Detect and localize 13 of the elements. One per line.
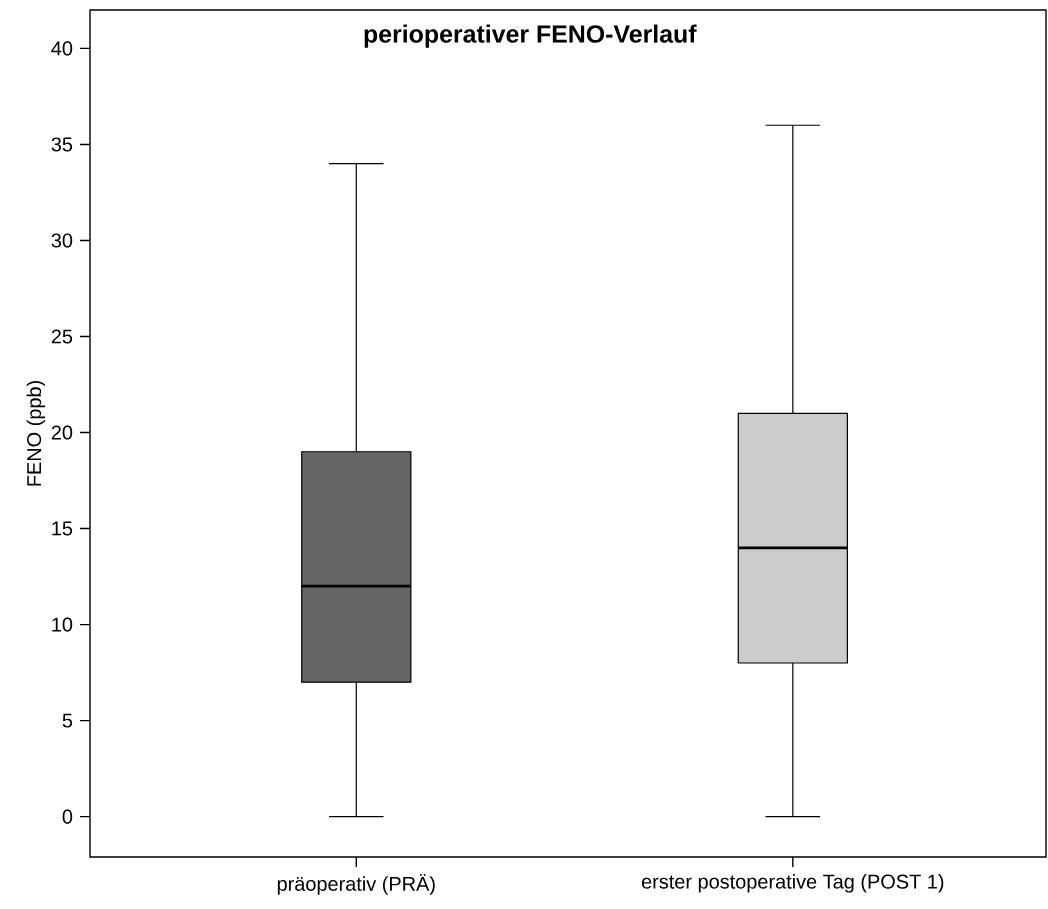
y-tick-label: 0: [62, 809, 73, 824]
y-tick-label: 5: [62, 713, 73, 728]
x-tick-label: präoperativ (PRÄ): [277, 874, 435, 895]
y-tick-label: 10: [52, 617, 73, 632]
y-tick-label: 30: [51, 233, 73, 248]
y-axis-title: FENO (ppb): [26, 381, 46, 486]
y-tick-label: 20: [51, 425, 73, 440]
y-tick-label: 40: [51, 41, 73, 56]
y-tick-label: 15: [52, 521, 73, 536]
y-tick-label: 25: [51, 329, 73, 344]
y-tick-label: 35: [51, 137, 73, 152]
text: perioperativer FENO-Verlauf: [364, 24, 697, 48]
x-tick-label: erster postoperative Tag (POST 1): [641, 874, 944, 893]
